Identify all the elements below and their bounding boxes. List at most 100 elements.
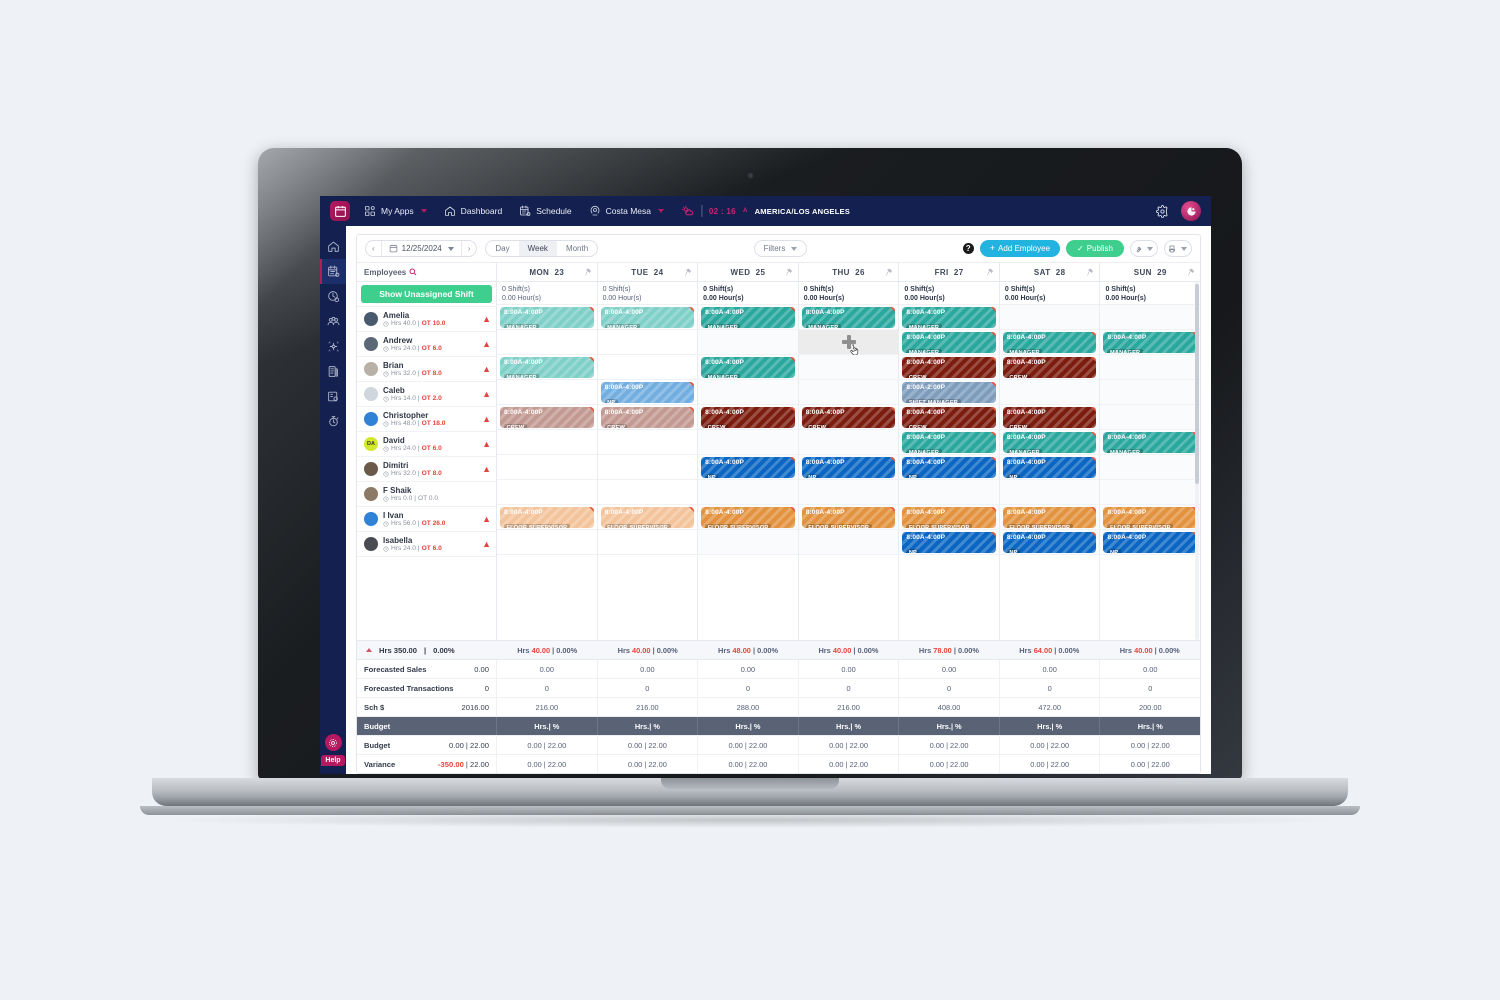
schedule-cell[interactable]: 8:00A-4:00P CREW — [999, 354, 1100, 380]
shift-card[interactable]: 8:00A-4:00P CREW — [1002, 356, 1097, 378]
schedule-cell[interactable] — [1100, 454, 1200, 480]
schedule-cell[interactable]: 8:00A-4:00P MANAGER — [999, 429, 1100, 455]
nav-item-costa mesa[interactable]: Costa Mesa — [589, 205, 665, 217]
next-week-button[interactable]: › — [467, 244, 471, 253]
sidebar-item-team[interactable] — [320, 309, 346, 334]
shift-card[interactable]: 8:00A-4:00P NP — [701, 456, 795, 478]
shift-card[interactable]: 8:00A-4:00P MANAGER — [1103, 331, 1198, 353]
schedule-cell[interactable] — [999, 379, 1100, 405]
help-icon[interactable]: ? — [962, 243, 974, 254]
sidebar-item-schedule[interactable] — [320, 259, 346, 284]
schedule-cell[interactable] — [497, 330, 597, 355]
overtime-warning-icon[interactable]: ▲ — [482, 464, 491, 474]
collapse-icon[interactable] — [366, 648, 372, 652]
schedule-cell[interactable]: 8:00A-4:00P MANAGER — [698, 354, 798, 380]
settings-gear-icon[interactable] — [324, 734, 342, 751]
shift-card[interactable]: 8:00A-4:00P MANAGER — [902, 306, 996, 328]
nav-item-dashboard[interactable]: Dashboard — [444, 205, 502, 217]
schedule-cell[interactable] — [798, 379, 899, 405]
employee-row[interactable]: Dimitri Hrs 32.0 | OT 8.0 ▲ — [357, 457, 496, 482]
schedule-cell[interactable]: 8:00A-4:00P CREW — [698, 404, 798, 430]
schedule-cell[interactable] — [497, 430, 597, 455]
employee-row[interactable]: DA David Hrs 24.0 | OT 6.0 ▲ — [357, 432, 496, 457]
shift-card[interactable]: 8:00A-4:00P CREW — [600, 406, 695, 428]
schedule-cell[interactable] — [1100, 354, 1200, 380]
schedule-cell[interactable] — [597, 430, 698, 455]
schedule-cell[interactable] — [1100, 304, 1200, 330]
employee-row[interactable]: F Shaik Hrs 0.0 | OT 0.0 — [357, 482, 496, 507]
shift-card[interactable]: 8:00A-4:00P MANAGER — [500, 356, 594, 378]
schedule-cell[interactable]: 8:00A-4:00P MANAGER — [497, 305, 597, 330]
schedule-cell[interactable] — [798, 479, 899, 505]
schedule-cell[interactable]: 8:00A-4:00P NP — [999, 529, 1100, 555]
schedule-cell[interactable] — [698, 479, 798, 505]
schedule-cell[interactable]: 8:00A-4:00P CREW — [899, 404, 999, 430]
overtime-warning-icon[interactable]: ▲ — [482, 539, 491, 549]
shift-card[interactable]: 8:00A-4:00P FLOOR SUPERVISOR — [1103, 506, 1198, 528]
employee-row[interactable]: Caleb Hrs 14.0 | OT 2.0 ▲ — [357, 382, 496, 407]
view-week[interactable]: Week — [518, 241, 557, 256]
schedule-cell[interactable] — [497, 530, 597, 555]
schedule-cell[interactable] — [698, 429, 798, 455]
schedule-cell[interactable]: 8:00A-4:00P NP — [698, 454, 798, 480]
overtime-warning-icon[interactable]: ▲ — [482, 514, 491, 524]
overtime-warning-icon[interactable]: ▲ — [482, 364, 491, 374]
shift-card[interactable]: 8:00A-4:00P MANAGER — [902, 431, 996, 453]
schedule-cell[interactable] — [798, 529, 899, 555]
schedule-cell[interactable]: 8:00A-4:00P MANAGER — [798, 304, 899, 330]
schedule-cell[interactable] — [698, 329, 798, 355]
employee-row[interactable]: Brian Hrs 32.0 | OT 8.0 ▲ — [357, 357, 496, 382]
sidebar-item-time-clock[interactable] — [320, 284, 346, 309]
add-employee-button[interactable]: + Add Employee — [979, 240, 1061, 257]
schedule-cell[interactable]: 8:00A-4:00P NP — [899, 454, 999, 480]
schedule-cell[interactable] — [597, 330, 698, 355]
schedule-cell[interactable]: 8:00A-4:00P MANAGER — [899, 329, 999, 355]
schedule-cell[interactable]: 8:00A-4:00P CREW — [597, 405, 698, 430]
employee-row[interactable]: Amelia Hrs 40.0 | OT 10.0 ▲ — [357, 307, 496, 332]
shift-card[interactable]: 8:00A-4:00P MANAGER — [701, 356, 795, 378]
prev-week-button[interactable]: ‹ — [372, 244, 375, 253]
shift-card[interactable]: 8:00A-4:00P MANAGER — [1002, 331, 1097, 353]
shift-card[interactable]: 8:00A-4:00P NP — [600, 381, 695, 403]
shift-card[interactable]: 8:00A-4:00P MANAGER — [902, 331, 996, 353]
sidebar-item-reports[interactable] — [320, 384, 346, 409]
scrollbar-thumb[interactable] — [1195, 284, 1199, 484]
sidebar-item-timer[interactable] — [320, 409, 346, 434]
schedule-cell[interactable]: 8:00A-4:00P MANAGER — [597, 305, 698, 330]
schedule-cell[interactable]: 8:00A-4:00P FLOOR SUPERVISOR — [1100, 504, 1200, 530]
plus-icon[interactable] — [841, 334, 856, 349]
schedule-cell[interactable]: 8:00A-4:00P MANAGER — [899, 304, 999, 330]
show-unassigned-shift-button[interactable]: Show Unassigned Shift — [361, 285, 492, 303]
schedule-cell[interactable] — [698, 379, 798, 405]
schedule-cell[interactable] — [798, 429, 899, 455]
shift-card[interactable]: 8:00A-4:00P NP — [1002, 456, 1097, 478]
shift-card[interactable]: 8:00A-4:00P NP — [902, 456, 996, 478]
schedule-cell[interactable]: 8:00A-4:00P NP — [999, 454, 1100, 480]
schedule-cell[interactable] — [497, 380, 597, 405]
tools-button[interactable] — [1129, 240, 1158, 257]
shift-card[interactable]: 8:00A-4:00P CREW — [801, 406, 896, 428]
schedule-cell[interactable]: 8:00A-4:00P MANAGER — [1100, 329, 1200, 355]
shift-card[interactable]: 8:00A-4:00P NP — [1002, 531, 1097, 553]
schedule-cell[interactable] — [798, 354, 899, 380]
schedule-cell[interactable]: 8:00A-4:00P NP — [1100, 529, 1200, 555]
shift-card[interactable]: 8:00A-4:00P FLOOR SUPERVISOR — [902, 506, 996, 528]
schedule-cell[interactable]: 8:00A-4:00P FLOOR SUPERVISOR — [899, 504, 999, 530]
nav-item-my apps[interactable]: My Apps — [364, 205, 427, 217]
shift-card[interactable]: 8:00A-2:00P SHIFT MANAGER — [902, 381, 996, 403]
schedule-cell[interactable] — [1100, 404, 1200, 430]
schedule-cell[interactable] — [1100, 379, 1200, 405]
schedule-cell[interactable]: 8:00A-4:00P FLOOR SUPERVISOR — [999, 504, 1100, 530]
schedule-cell[interactable]: 8:00A-4:00P CREW — [798, 404, 899, 430]
schedule-cell[interactable]: 8:00A-4:00P MANAGER — [1100, 429, 1200, 455]
schedule-cell[interactable]: 8:00A-4:00P NP — [597, 380, 698, 405]
shift-card[interactable]: 8:00A-4:00P MANAGER — [600, 306, 695, 328]
sidebar-item-home[interactable] — [320, 234, 346, 259]
shift-card[interactable]: 8:00A-4:00P CREW — [902, 356, 996, 378]
schedule-cell[interactable] — [1100, 479, 1200, 505]
overtime-warning-icon[interactable]: ▲ — [482, 339, 491, 349]
overtime-warning-icon[interactable]: ▲ — [482, 439, 491, 449]
add-shift-cell[interactable] — [798, 329, 899, 356]
help-button[interactable]: Help — [321, 755, 345, 766]
schedule-cell[interactable]: 8:00A-4:00P MANAGER — [497, 355, 597, 380]
